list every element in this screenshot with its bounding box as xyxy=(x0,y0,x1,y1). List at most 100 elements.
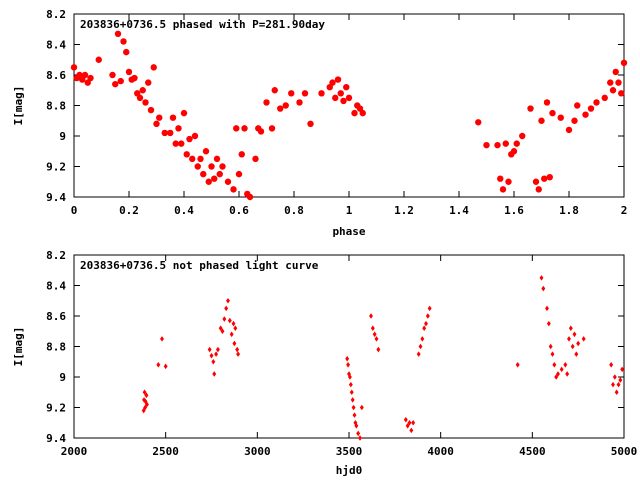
data-point xyxy=(411,419,416,426)
data-point xyxy=(172,140,179,147)
data-point xyxy=(178,140,185,147)
x-tick-label: 2 xyxy=(621,204,628,217)
data-point xyxy=(271,87,278,94)
data-point xyxy=(235,170,243,178)
data-point xyxy=(563,362,568,368)
data-point xyxy=(510,148,518,155)
data-point xyxy=(609,362,614,368)
data-point xyxy=(109,71,116,79)
data-point xyxy=(211,358,216,365)
data-point xyxy=(612,68,619,76)
data-point xyxy=(559,366,564,373)
y-tick-label: 8.6 xyxy=(46,69,66,82)
data-point xyxy=(345,355,350,362)
data-point xyxy=(241,125,248,132)
x-tick-label: 0 xyxy=(71,204,78,217)
data-point xyxy=(370,325,375,331)
y-axis-label: I[mag] xyxy=(12,86,25,126)
data-point xyxy=(337,90,344,97)
data-point xyxy=(568,325,573,331)
data-point xyxy=(557,114,564,121)
x-tick-label: 2000 xyxy=(61,445,88,458)
data-point xyxy=(505,178,512,185)
data-point xyxy=(222,316,227,322)
x-axis-label: phase xyxy=(332,225,365,238)
data-point xyxy=(288,90,295,97)
data-point xyxy=(87,74,94,82)
data-point xyxy=(552,362,557,368)
axis-ticks: 2000 2500 3000 3500 4000 4500 5000 8.2 8.4 8.6 8.8… xyxy=(46,249,637,458)
data-point xyxy=(513,140,520,147)
y-tick-label: 9 xyxy=(59,130,66,143)
data-point xyxy=(143,398,148,405)
data-point xyxy=(351,109,358,117)
data-point xyxy=(620,366,625,373)
x-tick-label: 0.6 xyxy=(229,204,249,217)
data-point xyxy=(612,374,617,380)
data-point xyxy=(208,163,215,170)
data-point xyxy=(483,141,490,149)
data-point xyxy=(611,381,615,388)
data-point xyxy=(352,412,357,418)
data-point xyxy=(233,125,240,132)
data-point xyxy=(527,105,534,112)
y-tick-label: 9.4 xyxy=(46,432,66,445)
data-point xyxy=(142,99,149,106)
data-point xyxy=(497,175,504,182)
data-point xyxy=(236,351,241,357)
data-point xyxy=(554,374,559,380)
data-point xyxy=(372,331,377,338)
data-point xyxy=(616,381,621,388)
data-point xyxy=(334,76,342,83)
data-point xyxy=(351,404,356,411)
data-point xyxy=(220,328,225,335)
data-point xyxy=(144,392,149,399)
data-point xyxy=(576,340,581,347)
data-point xyxy=(345,94,353,102)
data-point xyxy=(307,120,314,128)
data-point xyxy=(539,275,544,281)
data-point xyxy=(197,155,204,163)
data-point xyxy=(114,30,122,38)
data-point xyxy=(175,125,182,132)
x-axis-label: hjd0 xyxy=(336,464,363,477)
data-point xyxy=(581,336,586,342)
x-tick-label: 1.2 xyxy=(394,204,414,217)
data-point xyxy=(231,320,236,327)
unphased-light-curve-plot: 2000 2500 3000 3500 4000 4500 5000 8.2 8.4 8.6 8.8… xyxy=(12,249,637,477)
data-point xyxy=(150,64,157,71)
data-point xyxy=(549,109,556,117)
data-point xyxy=(200,170,207,178)
data-point xyxy=(329,79,336,86)
data-point xyxy=(218,325,223,331)
data-point xyxy=(418,343,423,350)
y-tick-label: 9.4 xyxy=(46,191,66,204)
plot-frame xyxy=(73,13,625,198)
data-point xyxy=(120,38,127,45)
data-point xyxy=(224,178,232,185)
data-point xyxy=(543,99,551,106)
data-point xyxy=(123,48,130,56)
data-point xyxy=(502,140,509,147)
data-point xyxy=(548,343,553,350)
plot-title: 203836+0736.5 not phased light curve xyxy=(80,259,319,272)
data-point xyxy=(296,99,303,106)
data-point xyxy=(229,331,234,338)
data-point xyxy=(348,381,353,388)
data-points xyxy=(141,275,625,441)
data-point xyxy=(219,163,226,170)
y-axis-label: I[mag] xyxy=(12,327,25,367)
data-point xyxy=(515,362,520,368)
x-tick-label: 0.4 xyxy=(174,204,194,217)
data-point xyxy=(318,90,325,97)
data-point xyxy=(350,397,355,403)
x-tick-label: 1.8 xyxy=(559,204,579,217)
data-point xyxy=(224,305,229,312)
data-point xyxy=(112,80,119,88)
data-point xyxy=(282,102,289,109)
data-point xyxy=(213,155,221,163)
data-point xyxy=(427,305,432,312)
data-point xyxy=(570,343,575,350)
phased-light-curve-plot: 0 0.2 0.4 0.6 0.8 1 1.2 1.4 1.6 1.8 2 8.2 8.4 8.6 8.8 9… xyxy=(12,8,627,238)
data-point xyxy=(407,419,412,426)
